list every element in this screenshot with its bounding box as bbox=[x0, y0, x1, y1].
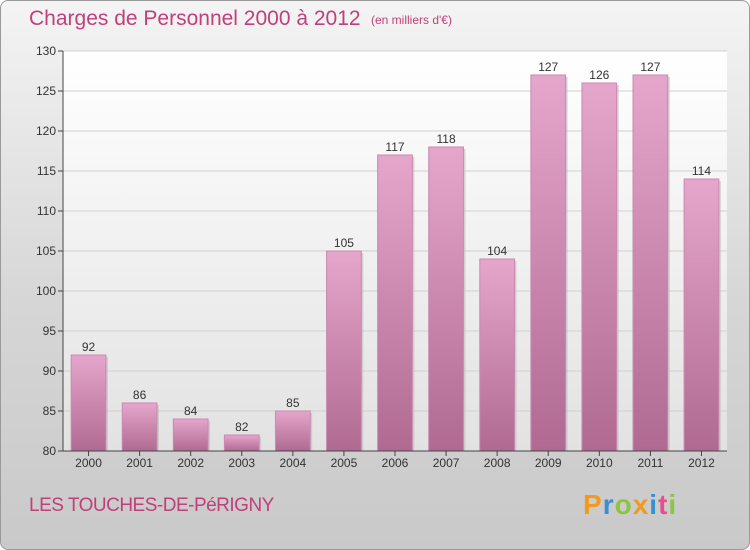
bar-2003[interactable] bbox=[223, 434, 260, 452]
y-tick-label: 125 bbox=[36, 84, 56, 98]
bar-2009[interactable] bbox=[530, 74, 567, 452]
y-tick-label: 95 bbox=[43, 324, 57, 338]
x-tick-label: 2002 bbox=[177, 456, 204, 470]
bar-2000[interactable] bbox=[70, 354, 107, 452]
bar-2005[interactable] bbox=[326, 250, 362, 452]
bar-2001[interactable] bbox=[121, 402, 158, 452]
x-tick-label: 2007 bbox=[433, 456, 460, 470]
x-tick-label: 2010 bbox=[586, 456, 613, 470]
logo-letter: P bbox=[583, 489, 603, 520]
x-tick-label: 2004 bbox=[279, 456, 306, 470]
value-label: 126 bbox=[589, 68, 609, 82]
x-tick-label: 2009 bbox=[535, 456, 562, 470]
commune-name: LES TOUCHES-DE-PéRIGNY bbox=[29, 495, 274, 516]
x-tick-label: 2005 bbox=[331, 456, 358, 470]
labels: 80 85 90 95 100 105 110 115 120 125 130 92 2000 86 200… bbox=[36, 44, 715, 470]
bar-2002[interactable] bbox=[172, 418, 209, 452]
axes bbox=[58, 50, 727, 456]
bar-2012[interactable] bbox=[683, 178, 720, 452]
value-label: 82 bbox=[235, 420, 249, 434]
value-label: 92 bbox=[82, 340, 96, 354]
value-label: 104 bbox=[487, 244, 507, 258]
value-label: 127 bbox=[640, 60, 660, 74]
logo-letter: i bbox=[668, 489, 678, 520]
logo-letter: r bbox=[602, 489, 615, 520]
value-label: 84 bbox=[184, 404, 198, 418]
bar-2004[interactable] bbox=[274, 410, 311, 452]
x-tick-label: 2001 bbox=[126, 456, 153, 470]
y-tick-label: 105 bbox=[36, 244, 56, 258]
x-tick-label: 2008 bbox=[484, 456, 511, 470]
bar-2007[interactable] bbox=[428, 146, 464, 452]
x-tick-label: 2006 bbox=[382, 456, 409, 470]
value-label: 117 bbox=[385, 140, 404, 154]
y-tick-label: 115 bbox=[37, 164, 56, 178]
logo-letter: t bbox=[658, 489, 669, 520]
y-tick-label: 120 bbox=[36, 124, 56, 138]
bar-2006[interactable] bbox=[377, 154, 413, 452]
proxiti-logo[interactable]: Proxiti bbox=[583, 489, 677, 521]
logo-letter: o bbox=[614, 489, 633, 520]
logo-letter: i bbox=[649, 489, 659, 520]
x-tick-label: 2000 bbox=[75, 456, 102, 470]
y-tick-label: 130 bbox=[36, 44, 56, 58]
y-tick-label: 80 bbox=[43, 444, 57, 458]
bars bbox=[70, 74, 721, 452]
y-tick-label: 85 bbox=[43, 404, 57, 418]
y-tick-label: 90 bbox=[43, 364, 57, 378]
y-tick-label: 100 bbox=[36, 284, 56, 298]
chart-subtitle: (en milliers d'€) bbox=[371, 13, 452, 27]
value-label: 85 bbox=[286, 396, 300, 410]
value-label: 86 bbox=[133, 388, 147, 402]
logo-letter: x bbox=[632, 489, 650, 520]
x-tick-label: 2012 bbox=[688, 456, 715, 470]
value-label: 127 bbox=[538, 60, 558, 74]
value-label: 105 bbox=[334, 236, 354, 250]
y-tick-label: 110 bbox=[37, 204, 56, 218]
bar-2008[interactable] bbox=[479, 258, 516, 452]
bar-2010[interactable] bbox=[581, 82, 618, 452]
x-tick-label: 2011 bbox=[637, 456, 663, 470]
bar-2011[interactable] bbox=[632, 74, 669, 452]
value-label: 118 bbox=[437, 132, 456, 146]
value-label: 114 bbox=[692, 164, 711, 178]
chart-title: Charges de Personnel 2000 à 2012 bbox=[29, 7, 361, 30]
x-tick-label: 2003 bbox=[228, 456, 255, 470]
